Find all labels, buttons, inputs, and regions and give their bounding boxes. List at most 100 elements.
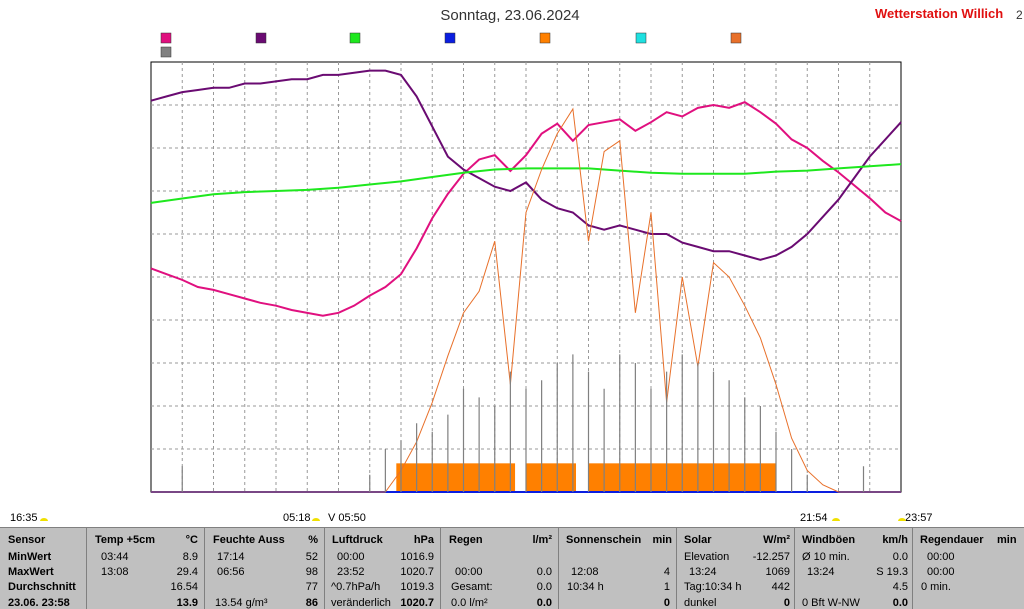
luftdruck-unit: hPa [413,534,434,546]
regen-header: Regen [449,534,483,546]
sonnenschein-max-time: 12:08 [571,566,599,578]
legend-swatch [349,32,361,44]
wind-max-time: 13:24 [807,566,835,578]
regen-current-value: 0.0 [536,597,552,609]
feuchte-abs-humidity: 13.54 g/m³ [215,597,268,609]
windboeen-series [181,354,865,492]
legend-swatch [255,32,267,44]
feuchte-min-time: 17:14 [217,551,245,563]
solar-elevation-label: Elevation [684,551,730,563]
col-wind: Windböen km/h Ø 10 min. 0.0 13:24 S 19.3… [795,528,913,609]
legend [160,32,742,58]
wind-avg-value: 0.0 [892,551,908,563]
sunshine-bar [526,463,576,492]
solar-state: dunkel [684,597,717,609]
temp-header: Temp +5cm [95,534,156,546]
feuchte-avg-value: 77 [305,581,318,593]
legend-swatch [539,32,551,44]
regen-max-value: 0.0 [536,566,552,578]
solar-max-time: 13:24 [689,566,717,578]
moon-label: 23:57 [905,512,933,524]
col-feuchte: Feuchte Auss % 17:14 52 06:56 98 77 13.5… [205,528,325,609]
legend-swatch [730,32,742,44]
regendauer-min-time: 00:00 [927,551,955,563]
wind-direction: 0 Bft W-NW [802,597,860,609]
luftdruck-max-time: 23:52 [337,566,365,578]
temp-series [150,101,902,317]
sunshine-bar [396,463,516,492]
feuchte-max-time: 06:56 [217,566,245,578]
temp-avg-value: 16.54 [170,581,198,593]
solar-elevation-value: -12.257 [752,551,790,563]
feuchte-current-value: 86 [305,597,318,609]
col-regendauer: Regendauer min 00:00 00:00 0 min. [913,528,1023,609]
regendauer-total: 0 min. [921,581,951,593]
regen-rate: 0.0 l/m² [451,597,488,609]
sonnenschein-unit: min [652,534,672,546]
col-luftdruck: Luftdruck hPa 00:00 1016.9 23:52 1020.7 … [325,528,441,609]
station-name[interactable]: Wetterstation Willich [875,6,1003,21]
left-time-label: 16:35 [10,512,38,524]
sonnenschein-duration: 10:34 h [567,581,604,593]
sun-icon [40,518,48,521]
regendauer-header: Regendauer [920,534,984,546]
luftdruck-min-time: 00:00 [337,551,365,563]
regen-unit: l/m² [532,534,552,546]
sunrise-label: 05:18 [283,512,311,524]
chart-title: Sonntag, 23.06.2024 [440,7,579,24]
col-temp: Temp +5cm °C 03:44 8.9 13:08 29.4 16.54 … [87,528,205,609]
luftdruck-forecast: veränderlich [331,597,391,609]
wind-avg-label: Ø 10 min. [802,551,850,563]
regen-total-label: Gesamt: [451,581,493,593]
feuchte-min-value: 52 [305,551,318,563]
luftdruck-trend: ^0.7hPa/h [331,581,381,593]
regen-max-time: 00:00 [455,566,483,578]
wind-current-value: 0.0 [892,597,908,609]
stats-table: Sensor MinWert MaxWert Durchschnitt 23.0… [0,527,1024,609]
temp-max-time: 13:08 [101,566,129,578]
sunrise-icon [312,518,320,521]
wind-max-value: S 19.3 [876,566,908,578]
row-label-min: MinWert [8,551,52,563]
luftdruck-avg-value: 1019.3 [400,581,434,593]
sonnenschein-avg-value: 1 [663,581,670,593]
moon-icon [898,518,906,521]
luftdruck-max-value: 1020.7 [400,566,434,578]
wind-unit: km/h [882,534,908,546]
sonnenschein-max-value: 4 [663,566,670,578]
row-label-avg: Durchschnitt [8,581,76,593]
sun-markers: 16:35 05:18 V 05:50 21:54 23:57 [10,512,933,524]
wind-day-avg: 4.5 [892,581,908,593]
solar-unit: W/m² [763,534,790,546]
sunset-icon [832,518,840,521]
solar-avg-value: 442 [771,581,790,593]
weather-chart: Sonntag, 23.06.2024 Wetterstation Willic… [10,6,1023,524]
sonnenschein-header: Sonnenschein [566,534,642,546]
regendauer-unit: min [997,534,1017,546]
temp-unit: °C [185,534,198,546]
feuchte-series [150,69,902,261]
col-solar: Solar W/m² Elevation -12.257 13:24 1069 … [677,528,795,609]
row-label-max: MaxWert [8,566,54,578]
solar-header: Solar [684,534,712,546]
series-lines [150,69,902,493]
solar-series [151,107,901,493]
solar-day-length: Tag:10:34 h [684,581,742,593]
row-label-current: 23.06. 23:58 [8,597,70,609]
luftdruck-header: Luftdruck [332,534,383,546]
legend-swatch [635,32,647,44]
col-sensor: Sensor MinWert MaxWert Durchschnitt 23.0… [0,528,87,609]
wind-header: Windböen [802,534,856,546]
sunset-label: 21:54 [800,512,828,524]
legend-swatch [160,32,172,44]
feuchte-max-value: 98 [305,566,318,578]
temp-min-time: 03:44 [101,551,129,563]
temp-min-value: 8.9 [182,551,198,563]
col-sonnenschein: Sonnenschein min 12:08 4 10:34 h 1 0 [559,528,677,609]
sonnenschein-current-value: 0 [663,597,670,609]
solar-max-value: 1069 [765,566,790,578]
regen-total-value: 0.0 [536,581,552,593]
temp-max-value: 29.4 [176,566,198,578]
luftdruck-series [150,163,902,204]
legend-swatch [444,32,456,44]
